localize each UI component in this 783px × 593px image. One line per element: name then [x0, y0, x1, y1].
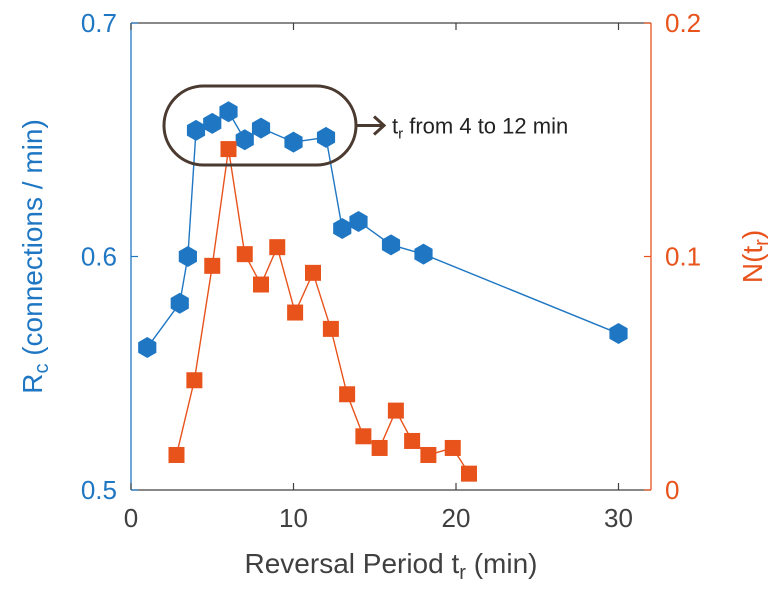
annotation-arrowhead — [372, 115, 387, 136]
n-point — [420, 446, 437, 463]
rc-point — [235, 129, 254, 151]
rc-point — [333, 217, 352, 239]
x-tick-label: 30 — [604, 503, 633, 533]
n-point — [305, 264, 321, 281]
x-tick-label: 20 — [442, 503, 471, 533]
left-y-tick-label: 0.6 — [81, 242, 117, 272]
annotation-label: tr from 4 to 12 min — [392, 114, 568, 143]
series-n — [168, 141, 477, 482]
rc-point — [349, 210, 368, 232]
axes: 0 10 20 30 0.5 0.6 0.7 0 0.1 0.2 Reversal Period t… — [17, 8, 773, 584]
n-point — [339, 386, 356, 403]
rc-point — [414, 243, 433, 265]
rc-point — [138, 337, 157, 359]
rc-point — [170, 292, 189, 314]
n-point — [387, 402, 404, 419]
rc-point — [186, 119, 206, 141]
n-point — [220, 141, 237, 158]
rc-point — [609, 323, 628, 345]
n-line — [175, 148, 470, 475]
rc-point — [251, 117, 271, 139]
n-point — [204, 257, 221, 274]
left-y-tick-label: 0.7 — [81, 8, 117, 38]
right-y-axis-label: N(tr) — [737, 230, 773, 283]
n-point — [371, 439, 388, 456]
n-point — [186, 372, 203, 389]
annotation: tr from 4 to 12 min — [162, 84, 568, 167]
n-point — [168, 446, 185, 463]
rc-point — [316, 126, 336, 148]
rc-point — [178, 246, 197, 267]
x-axis-label: Reversal Period tr (min) — [245, 548, 538, 584]
x-tick-label: 0 — [124, 503, 138, 533]
rc-point — [284, 131, 303, 153]
n-point — [444, 439, 461, 456]
rc-point — [219, 101, 238, 123]
n-point — [269, 239, 286, 256]
n-point — [287, 304, 304, 321]
right-y-tick-label: 0.2 — [665, 8, 701, 38]
left-y-axis-label: Rc (connections / min) — [17, 119, 53, 394]
rc-point — [381, 234, 401, 256]
n-point — [355, 428, 372, 445]
n-point — [236, 246, 253, 263]
n-point — [253, 276, 269, 293]
right-y-tick-label: 0 — [665, 475, 679, 505]
rc-point — [203, 112, 222, 134]
n-point — [404, 432, 421, 449]
left-y-tick-label: 0.5 — [81, 475, 117, 505]
n-point — [461, 465, 477, 482]
right-y-tick-label: 0.1 — [665, 242, 701, 272]
n-point — [322, 320, 339, 337]
series-rc — [138, 101, 628, 359]
x-tick-label: 10 — [279, 503, 308, 533]
